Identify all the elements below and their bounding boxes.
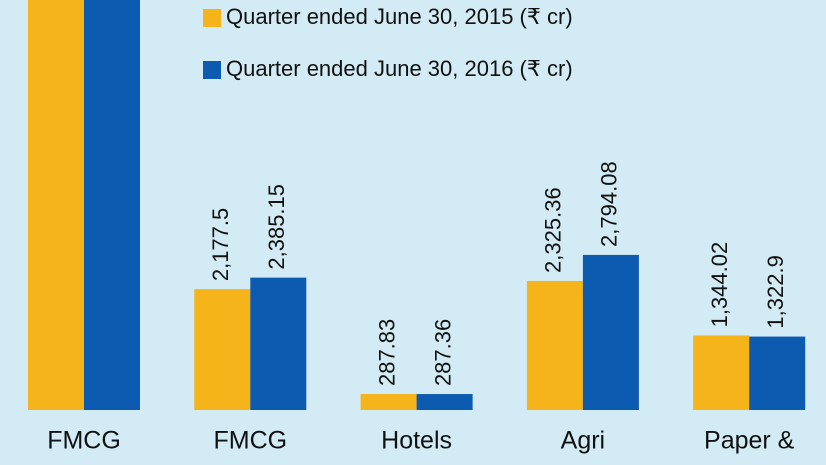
bar <box>416 394 473 410</box>
bar <box>84 0 140 411</box>
value-label: 2,385.15 <box>264 184 289 270</box>
bar <box>28 0 84 411</box>
x-tick-label: FMCG <box>47 427 121 455</box>
bar <box>693 335 750 410</box>
bar <box>526 280 583 410</box>
value-label: 1,322.9 <box>763 255 788 328</box>
bar <box>250 277 307 410</box>
x-tick-label: Paper & <box>704 427 795 455</box>
bar <box>749 336 806 410</box>
bar <box>582 254 639 410</box>
x-tick-label: Hotels <box>381 427 452 455</box>
legend-swatch <box>203 9 221 27</box>
value-label: 287.36 <box>430 319 455 386</box>
legend-label: Quarter ended June 30, 2016 (₹ cr) <box>226 56 573 81</box>
bar <box>360 394 417 410</box>
value-label: 2,177.5 <box>208 208 233 281</box>
value-label: 2,325.36 <box>541 187 566 273</box>
x-tick-label: Agri <box>561 427 605 455</box>
legend-label: Quarter ended June 30, 2015 (₹ cr) <box>226 4 573 29</box>
x-tick-label: FMCG <box>213 427 287 455</box>
value-label: 2,794.08 <box>597 161 622 247</box>
value-label: 287.83 <box>374 319 399 386</box>
bar <box>194 289 251 410</box>
value-label: 1,344.02 <box>707 242 732 328</box>
legend-swatch <box>203 61 221 79</box>
